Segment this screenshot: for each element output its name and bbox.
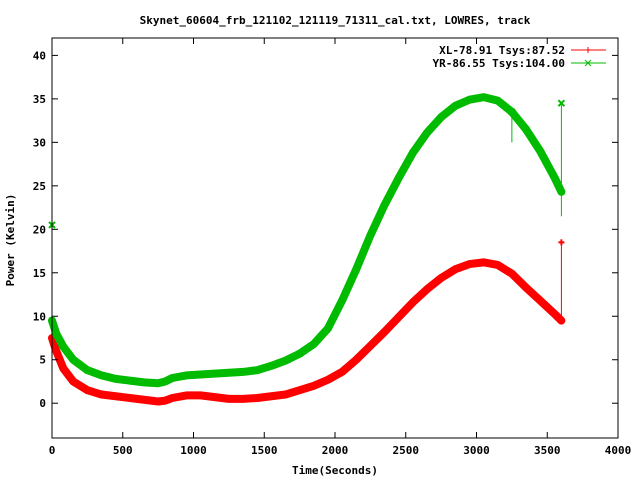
data-point-series-1 xyxy=(296,387,303,394)
chart-title: Skynet_60604_frb_121102_121119_71311_cal… xyxy=(140,14,531,27)
x-tick-label: 3000 xyxy=(463,444,490,457)
x-axis-label: Time(Seconds) xyxy=(292,464,378,477)
data-point-series-2 xyxy=(296,350,303,358)
data-point-series-1 xyxy=(240,395,247,402)
spike-marker-series-2 xyxy=(557,99,566,107)
y-tick-label: 35 xyxy=(33,93,46,106)
y-tick-label: 20 xyxy=(33,223,46,236)
series-layer xyxy=(48,93,566,406)
data-point-series-2 xyxy=(466,96,473,104)
legend-label-series-1: XL-78.91 Tsys:87.52 xyxy=(439,44,565,57)
series-line-2 xyxy=(48,93,566,388)
legend-marker-series-2 xyxy=(584,59,592,67)
data-point-series-2 xyxy=(352,265,360,273)
data-point-series-2 xyxy=(522,125,530,133)
legend-swatches xyxy=(571,47,606,67)
y-tick-label: 40 xyxy=(33,49,46,62)
data-point-series-1 xyxy=(183,392,190,399)
data-point-series-1 xyxy=(353,356,360,363)
data-point-series-1 xyxy=(140,396,147,403)
x-tick-label: 0 xyxy=(49,444,56,457)
data-point-series-2 xyxy=(409,149,417,157)
y-tick-label: 5 xyxy=(39,354,46,367)
y-axis-label: Power (Kelvin) xyxy=(4,194,17,287)
data-point-series-2 xyxy=(84,366,91,374)
x-tick-label: 4000 xyxy=(605,444,632,457)
data-point-series-1 xyxy=(523,284,530,291)
x-tick-label: 2000 xyxy=(322,444,349,457)
data-point-series-1 xyxy=(84,387,91,394)
data-point-series-1 xyxy=(466,261,473,268)
data-point-series-1 xyxy=(409,299,416,306)
ticks-layer: 0 500 1000 1500 2000 2500 3000 3500 4000 0 5 10 15 20… xyxy=(33,38,632,457)
data-point-series-2 xyxy=(239,368,247,376)
spike-marker-series-2 xyxy=(508,108,516,116)
data-point-series-2 xyxy=(183,372,190,379)
spike-marker-series-1 xyxy=(558,239,565,246)
y-tick-label: 0 xyxy=(39,397,46,410)
x-tick-label: 3500 xyxy=(534,444,561,457)
x-tick-label: 1500 xyxy=(251,444,278,457)
y-tick-label: 25 xyxy=(33,180,46,193)
y-tick-label: 30 xyxy=(33,136,46,149)
series-line-1 xyxy=(48,258,566,406)
y-tick-label: 15 xyxy=(33,267,46,280)
x-tick-label: 500 xyxy=(113,444,133,457)
x-tick-label: 1000 xyxy=(180,444,207,457)
data-point-series-2 xyxy=(140,378,148,386)
y-tick-label: 10 xyxy=(33,310,46,323)
legend-label-series-2: YR-86.55 Tsys:104.00 xyxy=(433,57,565,70)
x-tick-label: 2500 xyxy=(393,444,420,457)
legend: XL-78.91 Tsys:87.52 YR-86.55 Tsys:104.00 xyxy=(433,44,606,70)
